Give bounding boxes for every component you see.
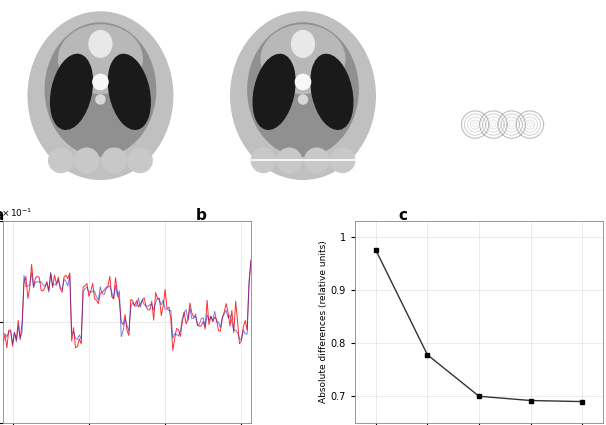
Ellipse shape [89, 31, 112, 57]
Ellipse shape [231, 12, 375, 179]
Ellipse shape [51, 54, 92, 129]
Circle shape [295, 74, 311, 90]
Circle shape [251, 148, 276, 173]
Circle shape [128, 148, 152, 173]
Circle shape [277, 148, 301, 173]
Circle shape [330, 148, 355, 173]
Ellipse shape [253, 54, 295, 129]
Circle shape [102, 148, 126, 173]
Ellipse shape [291, 31, 315, 57]
Ellipse shape [248, 23, 358, 156]
Ellipse shape [45, 23, 156, 156]
Text: b: b [196, 208, 207, 224]
Circle shape [298, 95, 308, 104]
Ellipse shape [261, 25, 345, 94]
Text: $\times\,10^{-1}$: $\times\,10^{-1}$ [1, 206, 32, 218]
Y-axis label: Absolute differences (relative units): Absolute differences (relative units) [319, 241, 328, 403]
Text: a: a [0, 208, 4, 224]
Circle shape [75, 148, 99, 173]
Ellipse shape [311, 54, 353, 129]
Ellipse shape [59, 25, 142, 94]
Circle shape [93, 74, 108, 90]
Circle shape [96, 95, 105, 104]
Circle shape [305, 148, 329, 173]
Ellipse shape [108, 54, 150, 129]
Ellipse shape [28, 12, 173, 179]
Circle shape [48, 148, 73, 173]
Text: c: c [399, 208, 407, 224]
